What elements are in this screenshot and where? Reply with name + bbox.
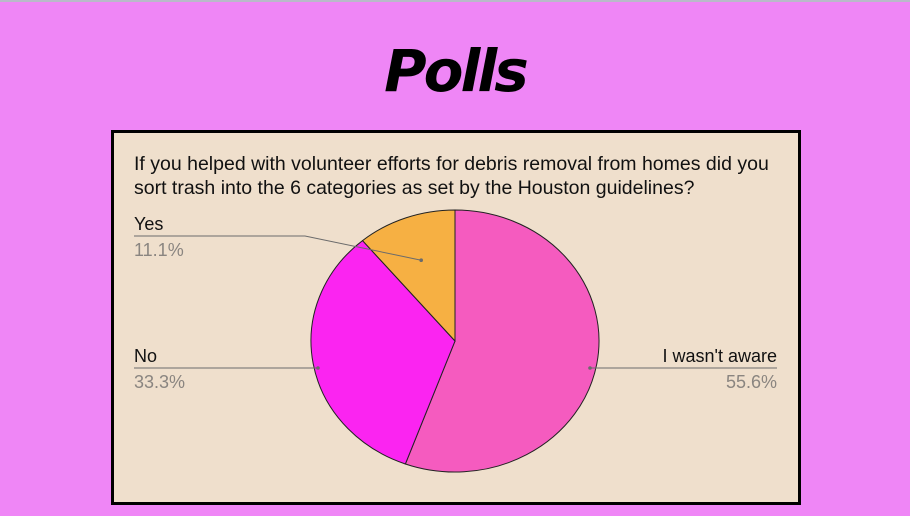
slice-percent-0: 55.6% <box>726 372 777 392</box>
slice-label-2: Yes <box>134 214 163 234</box>
pie-slice-1 <box>310 239 456 465</box>
leader-dot-1 <box>316 366 320 370</box>
leader-dot-2 <box>419 258 424 263</box>
top-border <box>0 0 910 2</box>
slice-percent-2: 11.1% <box>134 240 184 260</box>
pie-slice-2 <box>361 209 456 343</box>
page-title: Polls <box>384 37 529 105</box>
leader-dot-0 <box>588 366 592 370</box>
slice-percent-1: 33.3% <box>134 372 185 392</box>
leader-line-2 <box>134 235 422 261</box>
chart-title: If you helped with volunteer efforts for… <box>134 153 769 199</box>
pie-slice-0 <box>404 209 600 473</box>
slice-label-0: I wasn't aware <box>663 346 778 366</box>
slice-label-1: No <box>134 346 157 366</box>
